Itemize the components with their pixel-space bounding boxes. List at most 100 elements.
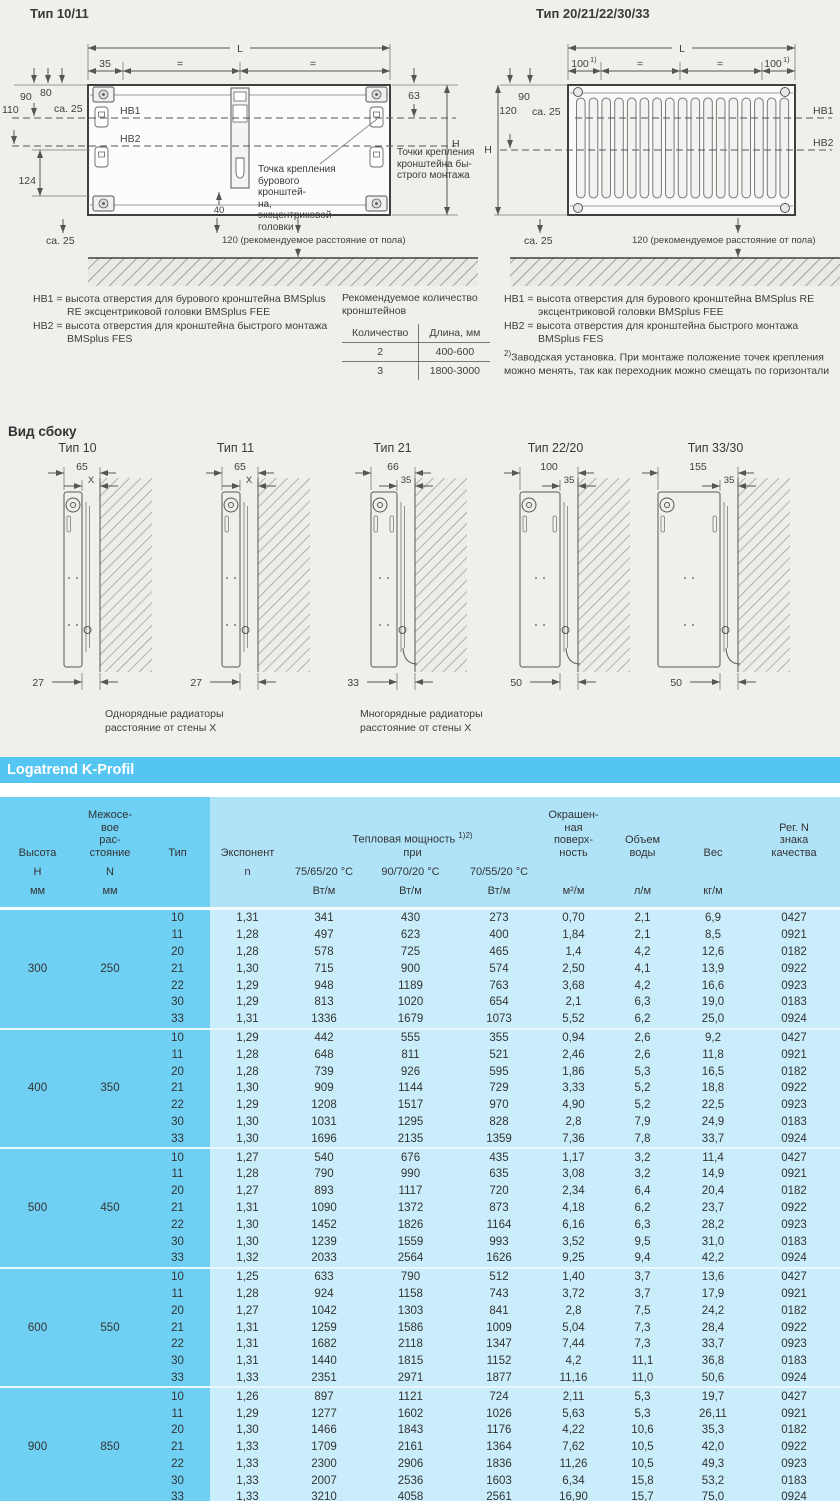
side-view-title: Тип 22/20 xyxy=(527,441,584,455)
cell-value: 15,7 xyxy=(607,1489,678,1501)
cell-value: 1626 xyxy=(458,1249,540,1268)
spec-row: 30 1,30 1031 1295 828 2,8 7,9 24,9 0183 xyxy=(0,1113,840,1131)
cell-value: 1,28 xyxy=(210,1285,285,1303)
cell-type: 21 xyxy=(145,1319,210,1336)
radiator-panel xyxy=(221,491,241,668)
cell-value: 11,8 xyxy=(678,1046,748,1064)
dim-L: L xyxy=(237,43,243,55)
cell-value: 1189 xyxy=(363,977,458,994)
cell-value: 1603 xyxy=(458,1472,540,1490)
valve-icon xyxy=(521,497,537,513)
cell-value: 0922 xyxy=(748,1319,840,1336)
cell-value: 1259 xyxy=(285,1319,363,1336)
cell-value: 42,0 xyxy=(678,1438,748,1456)
cell-value: 0921 xyxy=(748,1405,840,1422)
spec-row: 33 1,33 2351 2971 1877 11,16 11,0 50,6 0924 xyxy=(0,1369,840,1388)
cell-value: 924 xyxy=(285,1285,363,1303)
front-view-type10-11-diagram: HB1 HB2 L 35 = = 90 80 110 ca. 25 xyxy=(2,43,478,286)
sv-depth-label: 100 xyxy=(540,461,558,473)
cell-type: 10 xyxy=(145,1386,210,1406)
sv-inner-label: X xyxy=(246,475,253,486)
cell-value: 1,31 xyxy=(210,1352,285,1370)
cell-value: 1,33 xyxy=(210,1438,285,1456)
cell-value: 28,4 xyxy=(678,1319,748,1336)
cell-value: 1,29 xyxy=(210,1027,285,1047)
cell-value: 2,1 xyxy=(607,926,678,944)
callout-drill-bracket: Точка крепления бурового кронштей- на, э… xyxy=(258,164,336,233)
spec-row: 20 1,27 1042 1303 841 2,8 7,5 24,2 0182 xyxy=(0,1302,840,1320)
bracket-cell: 3 xyxy=(377,365,384,377)
cell-value: 31,0 xyxy=(678,1233,748,1250)
cell-value: 790 xyxy=(285,1165,363,1183)
cell-value: 14,9 xyxy=(678,1165,748,1183)
cell-value: 17,9 xyxy=(678,1285,748,1303)
cell-type: 21 xyxy=(145,1438,210,1456)
cell-value: 19,7 xyxy=(678,1386,748,1406)
cell-value: 0924 xyxy=(748,1369,840,1388)
cell-value: 28,2 xyxy=(678,1216,748,1234)
center-bracket xyxy=(230,87,250,189)
cell-value: 2,8 xyxy=(540,1113,607,1131)
cell-value: 2,11 xyxy=(540,1386,607,1406)
cell-type: 20 xyxy=(145,1063,210,1080)
side-view-block: Тип 33/30 155 35 50 xyxy=(638,441,793,715)
cell-value: 24,2 xyxy=(678,1302,748,1320)
cell-value: 49,3 xyxy=(678,1455,748,1473)
cell-value: 1466 xyxy=(285,1421,363,1439)
side-view-diagram: 65X 27 xyxy=(32,461,152,690)
cell-value: 1,30 xyxy=(210,1233,285,1250)
spec-row: 20 1,28 578 725 465 1,4 4,2 12,6 0182 xyxy=(0,943,840,961)
cell-type: 22 xyxy=(145,1335,210,1353)
dim-eq-right: = xyxy=(310,58,316,70)
cell-type: 11 xyxy=(145,1405,210,1422)
cell-value: 497 xyxy=(285,926,363,944)
cell-value: 1440 xyxy=(285,1352,363,1370)
section-banner-title: Logatrend K-Profil xyxy=(7,762,135,778)
spec-group-600: 600 550 10 1,25 633 790 512 1,40 3,7 13,6 0427 11 1,… xyxy=(0,1266,840,1388)
dim-ca25-top: ca. 25 xyxy=(54,103,83,115)
cell-type: 33 xyxy=(145,1249,210,1268)
cell-value: 1164 xyxy=(458,1216,540,1234)
callout-quick-bracket: Точки крепления кронштейна бы- строго мо… xyxy=(397,147,475,181)
cell-value: 0922 xyxy=(748,960,840,978)
cell-value: 1,4 xyxy=(540,943,607,961)
spec-row: 900 850 10 1,26 897 1121 724 2,11 5,3 19,7 0427 xyxy=(0,1386,840,1501)
corner-screws xyxy=(573,87,790,213)
dim-L: L xyxy=(679,43,685,55)
cell-value: 2971 xyxy=(363,1369,458,1388)
cell-value: 1,86 xyxy=(540,1063,607,1080)
cell-value: 1,31 xyxy=(210,908,285,927)
sv-depth-label: 65 xyxy=(234,461,246,473)
wall-hatch xyxy=(578,478,630,672)
cell-value: 1176 xyxy=(458,1421,540,1439)
spec-row: 500 450 10 1,27 540 676 435 1,17 3,2 11,4 0427 xyxy=(0,1147,840,1268)
cell-value: 1,30 xyxy=(210,1113,285,1131)
sv-depth-label: 66 xyxy=(387,461,399,473)
dim-35: 35 xyxy=(99,58,111,70)
cell-value: 1208 xyxy=(285,1096,363,1114)
cell-value: 1,84 xyxy=(540,926,607,944)
cell-value: 3,72 xyxy=(540,1285,607,1303)
cell-value: 0427 xyxy=(748,1027,840,1047)
cell-value: 75,0 xyxy=(678,1489,748,1501)
cell-value: 1,27 xyxy=(210,1182,285,1200)
spec-row: 11 1,28 497 623 400 1,84 2,1 8,5 0921 xyxy=(0,926,840,944)
radiator-panel xyxy=(519,491,561,668)
bracket-screw-icon xyxy=(241,626,250,634)
radiator-panel xyxy=(370,491,398,668)
cell-type: 22 xyxy=(145,1096,210,1114)
cell-value: 725 xyxy=(363,943,458,961)
cell-value: 2,6 xyxy=(607,1046,678,1064)
cell-value: 1,28 xyxy=(210,1046,285,1064)
cell-value: 0922 xyxy=(748,1438,840,1456)
sv-bottom-label: 27 xyxy=(190,677,202,689)
cell-value: 540 xyxy=(285,1147,363,1166)
spec-row: 22 1,31 1682 2118 1347 7,44 7,3 33,7 0923 xyxy=(0,1335,840,1353)
cell-value: 5,3 xyxy=(607,1386,678,1406)
dim-80: 80 xyxy=(40,87,52,99)
cell-value: 6,2 xyxy=(607,1199,678,1217)
cell-value: 574 xyxy=(458,960,540,978)
cell-value: 0182 xyxy=(748,1421,840,1439)
wall-hatch xyxy=(415,478,467,672)
